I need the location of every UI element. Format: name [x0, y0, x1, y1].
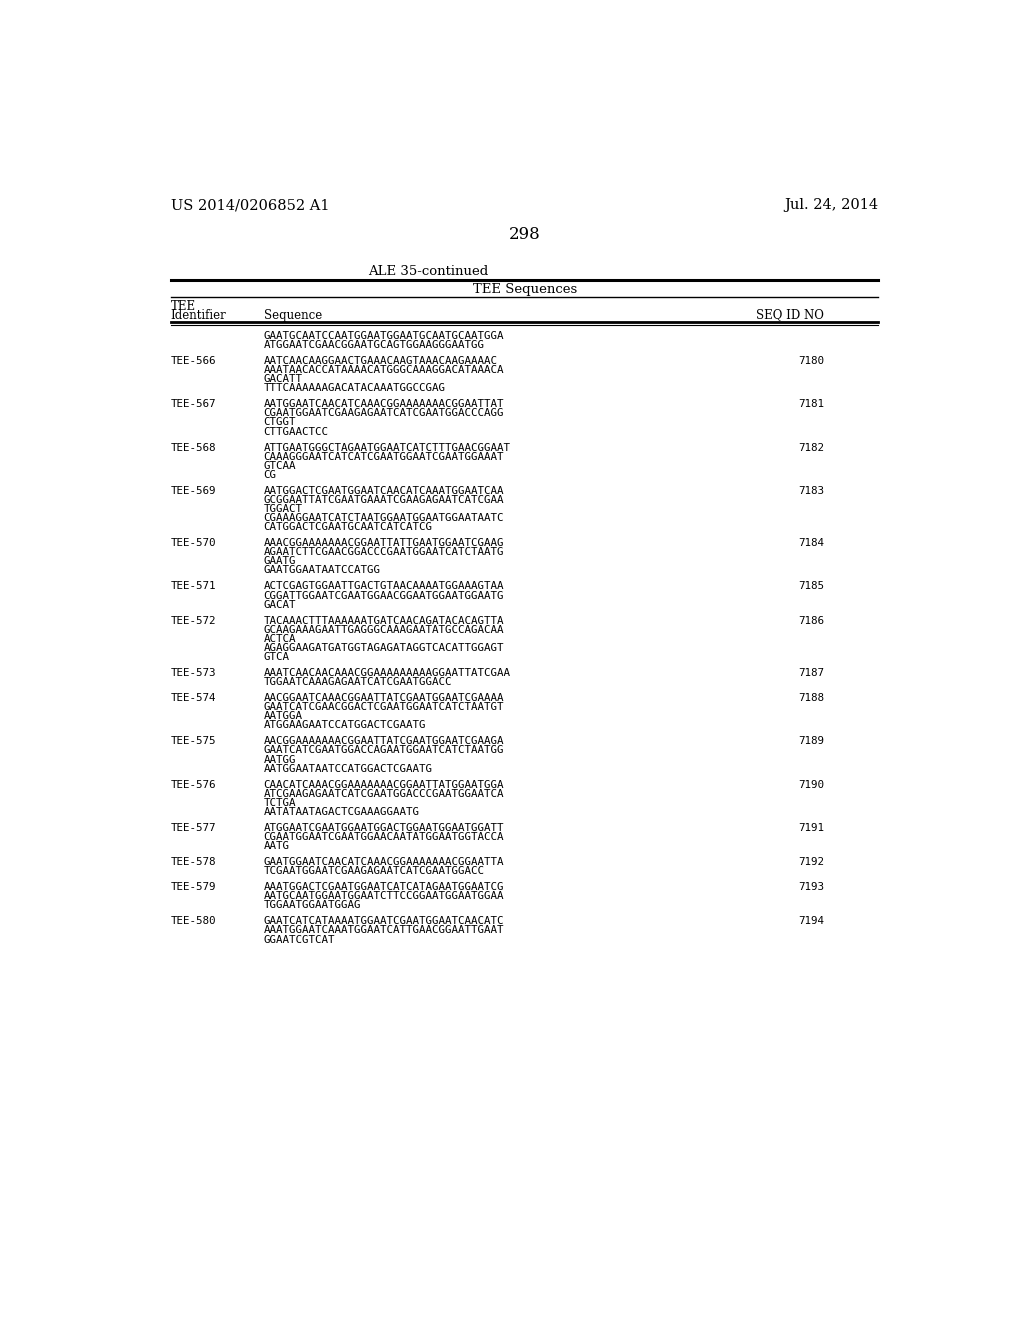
- Text: CATGGACTCGAATGCAATCATCATCG: CATGGACTCGAATGCAATCATCATCG: [263, 523, 432, 532]
- Text: 7181: 7181: [799, 399, 824, 409]
- Text: 7192: 7192: [799, 857, 824, 867]
- Text: ACTCGAGTGGAATTGACTGTAACAAAATGGAAAGTAA: ACTCGAGTGGAATTGACTGTAACAAAATGGAAAGTAA: [263, 581, 504, 591]
- Text: TEE-573: TEE-573: [171, 668, 216, 678]
- Text: 7194: 7194: [799, 916, 824, 927]
- Text: 7189: 7189: [799, 737, 824, 746]
- Text: AATGGAATAATCCATGGACTCGAATG: AATGGAATAATCCATGGACTCGAATG: [263, 763, 432, 774]
- Text: TEE-566: TEE-566: [171, 356, 216, 366]
- Text: AAATCAACAACAAACGGAAAAAAAAAGGAATTATCGAA: AAATCAACAACAAACGGAAAAAAAAAGGAATTATCGAA: [263, 668, 511, 678]
- Text: TEE-579: TEE-579: [171, 882, 216, 892]
- Text: 7187: 7187: [799, 668, 824, 678]
- Text: TCTGA: TCTGA: [263, 797, 296, 808]
- Text: AATGGAATCAACATCAAACGGAAAAAAACGGAATTAT: AATGGAATCAACATCAAACGGAAAAAAACGGAATTAT: [263, 399, 504, 409]
- Text: TEE-574: TEE-574: [171, 693, 216, 704]
- Text: TEE-568: TEE-568: [171, 442, 216, 453]
- Text: TEE-570: TEE-570: [171, 539, 216, 548]
- Text: GCAAGAAAGAATTGAGGGCAAAGAATATGCCAGACAA: GCAAGAAAGAATTGAGGGCAAAGAATATGCCAGACAA: [263, 624, 504, 635]
- Text: ATGGAATCGAATGGAATGGACTGGAATGGAATGGATT: ATGGAATCGAATGGAATGGACTGGAATGGAATGGATT: [263, 822, 504, 833]
- Text: CG: CG: [263, 470, 276, 479]
- Text: 7193: 7193: [799, 882, 824, 892]
- Text: 7184: 7184: [799, 539, 824, 548]
- Text: CGAATGGAATCGAAGAGAATCATCGAATGGACCCAGG: CGAATGGAATCGAAGAGAATCATCGAATGGACCCAGG: [263, 408, 504, 418]
- Text: TEE-575: TEE-575: [171, 737, 216, 746]
- Text: 7182: 7182: [799, 442, 824, 453]
- Text: CGGATTGGAATCGAATGGAACGGAATGGAATGGAATG: CGGATTGGAATCGAATGGAACGGAATGGAATGGAATG: [263, 590, 504, 601]
- Text: AGAGGAAGATGATGGTAGAGATAGGTCACATTGGAGT: AGAGGAAGATGATGGTAGAGATAGGTCACATTGGAGT: [263, 643, 504, 653]
- Text: 7183: 7183: [799, 486, 824, 496]
- Text: ATTGAATGGGCTAGAATGGAATCATCTTTGAACGGAAT: ATTGAATGGGCTAGAATGGAATCATCTTTGAACGGAAT: [263, 442, 511, 453]
- Text: TGGAATGGAATGGAG: TGGAATGGAATGGAG: [263, 900, 361, 911]
- Text: GACATT: GACATT: [263, 374, 303, 384]
- Text: TGGAATCAAAGAGAATCATCGAATGGACC: TGGAATCAAAGAGAATCATCGAATGGACC: [263, 677, 453, 688]
- Text: CGAAAGGAATCATCTAATGGAATGGAATGGAATAATC: CGAAAGGAATCATCTAATGGAATGGAATGGAATAATC: [263, 513, 504, 523]
- Text: TEE: TEE: [171, 300, 196, 313]
- Text: AAACGGAAAAAAACGGAATTATTGAATGGAATCGAAG: AAACGGAAAAAAACGGAATTATTGAATGGAATCGAAG: [263, 539, 504, 548]
- Text: ATCGAAGAGAATCATCGAATGGACCCGAATGGAATCA: ATCGAAGAGAATCATCGAATGGACCCGAATGGAATCA: [263, 789, 504, 799]
- Text: TEE-576: TEE-576: [171, 780, 216, 789]
- Text: AGAATCTTCGAACGGACCCGAATGGAATCATCTAATG: AGAATCTTCGAACGGACCCGAATGGAATCATCTAATG: [263, 548, 504, 557]
- Text: TEE-572: TEE-572: [171, 615, 216, 626]
- Text: AAATGGAATCAAATGGAATCATTGAACGGAATTGAAT: AAATGGAATCAAATGGAATCATTGAACGGAATTGAAT: [263, 925, 504, 936]
- Text: TEE-577: TEE-577: [171, 822, 216, 833]
- Text: GAATGGAATAATCCATGG: GAATGGAATAATCCATGG: [263, 565, 381, 576]
- Text: AATATAATAGACTCGAAAGGAATG: AATATAATAGACTCGAAAGGAATG: [263, 807, 420, 817]
- Text: US 2014/0206852 A1: US 2014/0206852 A1: [171, 198, 329, 213]
- Text: ALE 35-continued: ALE 35-continued: [369, 264, 488, 277]
- Text: TEE-571: TEE-571: [171, 581, 216, 591]
- Text: AACGGAATCAAACGGAATTATCGAATGGAATCGAAAA: AACGGAATCAAACGGAATTATCGAATGGAATCGAAAA: [263, 693, 504, 704]
- Text: 7185: 7185: [799, 581, 824, 591]
- Text: 7186: 7186: [799, 615, 824, 626]
- Text: GTCA: GTCA: [263, 652, 290, 661]
- Text: AAATAACACCATAAAACATGGGCAAAGGACATAAACA: AAATAACACCATAAAACATGGGCAAAGGACATAAACA: [263, 366, 504, 375]
- Text: GCGGAATTATCGAATGAAATCGAAGAGAATCATCGAA: GCGGAATTATCGAATGAAATCGAAGAGAATCATCGAA: [263, 495, 504, 504]
- Text: GTCAA: GTCAA: [263, 461, 296, 471]
- Text: TEE-578: TEE-578: [171, 857, 216, 867]
- Text: ATGGAATCGAACGGAATGCAGTGGAAGGGAATGG: ATGGAATCGAACGGAATGCAGTGGAAGGGAATGG: [263, 341, 484, 350]
- Text: AATG: AATG: [263, 841, 290, 851]
- Text: GAATGGAATCAACATCAAACGGAAAAAAACGGAATTA: GAATGGAATCAACATCAAACGGAAAAAAACGGAATTA: [263, 857, 504, 867]
- Text: AAATGGACTCGAATGGAATCATCATAGAATGGAATCG: AAATGGACTCGAATGGAATCATCATAGAATGGAATCG: [263, 882, 504, 892]
- Text: AACGGAAAAAAACGGAATTATCGAATGGAATCGAAGA: AACGGAAAAAAACGGAATTATCGAATGGAATCGAAGA: [263, 737, 504, 746]
- Text: CTTGAACTCC: CTTGAACTCC: [263, 426, 329, 437]
- Text: GAATGCAATCCAATGGAATGGAATGCAATGCAATGGA: GAATGCAATCCAATGGAATGGAATGCAATGCAATGGA: [263, 331, 504, 341]
- Text: TCGAATGGAATCGAAGAGAATCATCGAATGGACC: TCGAATGGAATCGAAGAGAATCATCGAATGGACC: [263, 866, 484, 876]
- Text: TGGACT: TGGACT: [263, 504, 303, 513]
- Text: AATGG: AATGG: [263, 755, 296, 764]
- Text: Sequence: Sequence: [263, 309, 322, 322]
- Text: TEE-580: TEE-580: [171, 916, 216, 927]
- Text: 7188: 7188: [799, 693, 824, 704]
- Text: AATGCAATGGAATGGAATCTTCCGGAATGGAATGGAA: AATGCAATGGAATGGAATCTTCCGGAATGGAATGGAA: [263, 891, 504, 902]
- Text: 7191: 7191: [799, 822, 824, 833]
- Text: CAACATCAAACGGAAAAAAACGGAATTATGGAATGGA: CAACATCAAACGGAAAAAAACGGAATTATGGAATGGA: [263, 780, 504, 789]
- Text: 7190: 7190: [799, 780, 824, 789]
- Text: TACAAACTTTAAAAAATGATCAACAGATACACAGTTA: TACAAACTTTAAAAAATGATCAACAGATACACAGTTA: [263, 615, 504, 626]
- Text: ACTCA: ACTCA: [263, 634, 296, 644]
- Text: SEQ ID NO: SEQ ID NO: [756, 309, 823, 322]
- Text: CGAATGGAATCGAATGGAACAATATGGAATGGTACCA: CGAATGGAATCGAATGGAACAATATGGAATGGTACCA: [263, 832, 504, 842]
- Text: CTGGT: CTGGT: [263, 417, 296, 428]
- Text: ATGGAAGAATCCATGGACTCGAATG: ATGGAAGAATCCATGGACTCGAATG: [263, 721, 426, 730]
- Text: Jul. 24, 2014: Jul. 24, 2014: [784, 198, 879, 213]
- Text: GAATG: GAATG: [263, 556, 296, 566]
- Text: Identifier: Identifier: [171, 309, 226, 322]
- Text: AATGGA: AATGGA: [263, 711, 303, 721]
- Text: TEE-569: TEE-569: [171, 486, 216, 496]
- Text: GAATCATCGAATGGACCAGAATGGAATCATCTAATGG: GAATCATCGAATGGACCAGAATGGAATCATCTAATGG: [263, 746, 504, 755]
- Text: CAAAGGGAATCATCATCGAATGGAATCGAATGGAAAT: CAAAGGGAATCATCATCGAATGGAATCGAATGGAAAT: [263, 451, 504, 462]
- Text: GAATCATCGAACGGACTCGAATGGAATCATCTAATGT: GAATCATCGAACGGACTCGAATGGAATCATCTAATGT: [263, 702, 504, 713]
- Text: GGAATCGTCAT: GGAATCGTCAT: [263, 935, 335, 945]
- Text: AATCAACAAGGAACTGAAACAAGTAAACAAGAAAAC: AATCAACAAGGAACTGAAACAAGTAAACAAGAAAAC: [263, 356, 498, 366]
- Text: AATGGACTCGAATGGAATCAACATCAAATGGAATCAA: AATGGACTCGAATGGAATCAACATCAAATGGAATCAA: [263, 486, 504, 496]
- Text: TTTCAAAAAAGACATACAAATGGCCGAG: TTTCAAAAAAGACATACAAATGGCCGAG: [263, 383, 445, 393]
- Text: GAATCATCATAAAATGGAATCGAATGGAATCAACATC: GAATCATCATAAAATGGAATCGAATGGAATCAACATC: [263, 916, 504, 927]
- Text: TEE Sequences: TEE Sequences: [473, 284, 577, 296]
- Text: 298: 298: [509, 226, 541, 243]
- Text: GACAT: GACAT: [263, 599, 296, 610]
- Text: 7180: 7180: [799, 356, 824, 366]
- Text: TEE-567: TEE-567: [171, 399, 216, 409]
